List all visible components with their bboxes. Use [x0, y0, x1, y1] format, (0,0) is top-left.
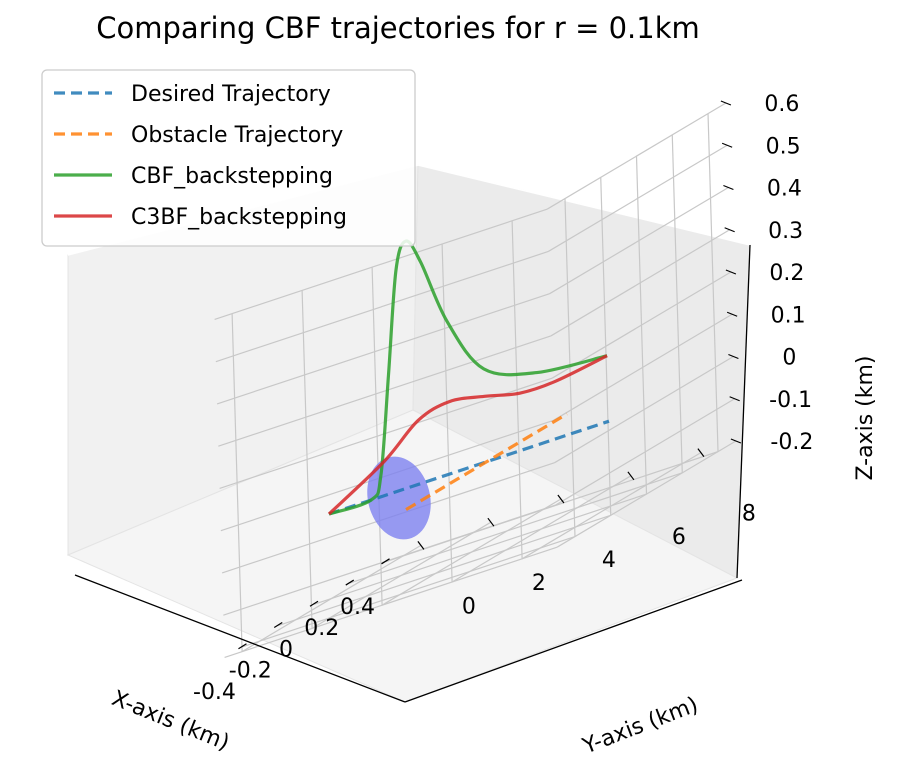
- ticks: -0.4-0.200.20.4 02468-0.2-0.100.10.20.30.…: [193, 92, 813, 705]
- z-grid-right: [554, 355, 734, 464]
- y-tick: [557, 494, 565, 504]
- z-tick-label: 0.1: [771, 303, 806, 328]
- legend-label: CBF_backstepping: [131, 164, 333, 189]
- z-grid-left: [214, 208, 548, 320]
- legend: Desired Trajectory Obstacle Trajectory CBF…: [41, 69, 416, 247]
- series-line-4: [327, 354, 608, 516]
- y-grid-floor: [451, 475, 632, 583]
- y-tick-label: 6: [672, 525, 686, 550]
- y-tick-label: 8: [742, 502, 756, 527]
- z-axis-line: [736, 244, 751, 579]
- z-axis-label: Z-axis (km): [853, 355, 878, 480]
- x-tick: [381, 558, 390, 565]
- z-tick: [729, 396, 740, 402]
- y-grid-floor: [311, 521, 492, 629]
- z-grid-left: [215, 250, 549, 363]
- z-tick-label: 0.2: [769, 261, 804, 286]
- y-grid-floor: [241, 544, 422, 653]
- x-tick-label: -0.4: [193, 680, 236, 705]
- z-tick: [726, 311, 738, 317]
- z-grid-left: [223, 504, 557, 616]
- z-tick: [720, 100, 732, 106]
- chart-title: Comparing CBF trajectories for r = 0.1km: [96, 11, 700, 45]
- y-axis-line: [404, 579, 743, 703]
- x-tick: [345, 579, 355, 586]
- x-axis-line: [74, 574, 406, 703]
- y-tick-label: 0: [462, 594, 476, 619]
- z-grid-right: [555, 398, 735, 506]
- x-tick: [309, 600, 319, 607]
- y-tick: [627, 471, 635, 481]
- gridlines: [214, 102, 737, 658]
- x-tick-label: 0.4: [340, 595, 375, 620]
- obstacle-ellipsoid: [367, 456, 431, 540]
- y-tick: [697, 448, 705, 457]
- y-axis-label: Y-axis (km): [579, 693, 702, 760]
- z-tick: [721, 142, 733, 148]
- x-tick: [273, 622, 283, 629]
- z-tick: [723, 184, 734, 191]
- z-grid-left: [218, 335, 552, 447]
- z-tick-label: 0: [782, 346, 796, 371]
- y-grid-floor: [521, 452, 702, 560]
- x-tick-label: -0.2: [229, 659, 272, 684]
- z-grid-right: [553, 313, 733, 421]
- z-tick-label: 0.6: [764, 92, 799, 117]
- z-tick-label: -0.2: [770, 430, 813, 455]
- x-grid-floor: [349, 472, 683, 584]
- y-tick-label: 4: [602, 548, 616, 573]
- legend-label: Obstacle Trajectory: [131, 123, 343, 148]
- z-tick: [724, 227, 735, 233]
- x-grid-floor: [313, 493, 647, 605]
- z-tick-label: -0.1: [769, 388, 812, 413]
- legend-box: [41, 69, 416, 247]
- x-tick-label: 0: [279, 637, 293, 662]
- z-grid-left: [224, 546, 558, 658]
- legend-label: C3BF_backstepping: [131, 205, 347, 230]
- z-tick-label: 0.3: [768, 219, 803, 244]
- z-tick: [728, 353, 739, 360]
- z-tick-label: 0.4: [767, 177, 802, 202]
- x-grid-floor: [278, 514, 611, 627]
- back-edge-right: [417, 164, 751, 246]
- z-grid-left: [216, 293, 550, 405]
- z-grid-right: [549, 186, 729, 295]
- z-tick: [730, 438, 742, 444]
- z-grid-right: [551, 271, 732, 379]
- y-grid-floor: [381, 498, 562, 606]
- z-grid-right: [556, 440, 737, 548]
- x-tick: [238, 643, 247, 650]
- y-tick: [487, 517, 495, 527]
- x-grid-floor: [242, 536, 576, 648]
- z-tick: [725, 269, 737, 275]
- y-tick-label: 2: [532, 571, 546, 596]
- legend-label: Desired Trajectory: [131, 82, 331, 107]
- y-tick: [417, 541, 425, 550]
- z-grid-right: [550, 229, 730, 337]
- series-line-1: [328, 419, 610, 516]
- z-tick-label: 0.5: [766, 134, 801, 159]
- x-tick-label: 0.2: [304, 616, 339, 641]
- z-grid-right: [548, 144, 728, 252]
- series-line-2: [405, 412, 568, 511]
- z-grid-right: [546, 102, 727, 210]
